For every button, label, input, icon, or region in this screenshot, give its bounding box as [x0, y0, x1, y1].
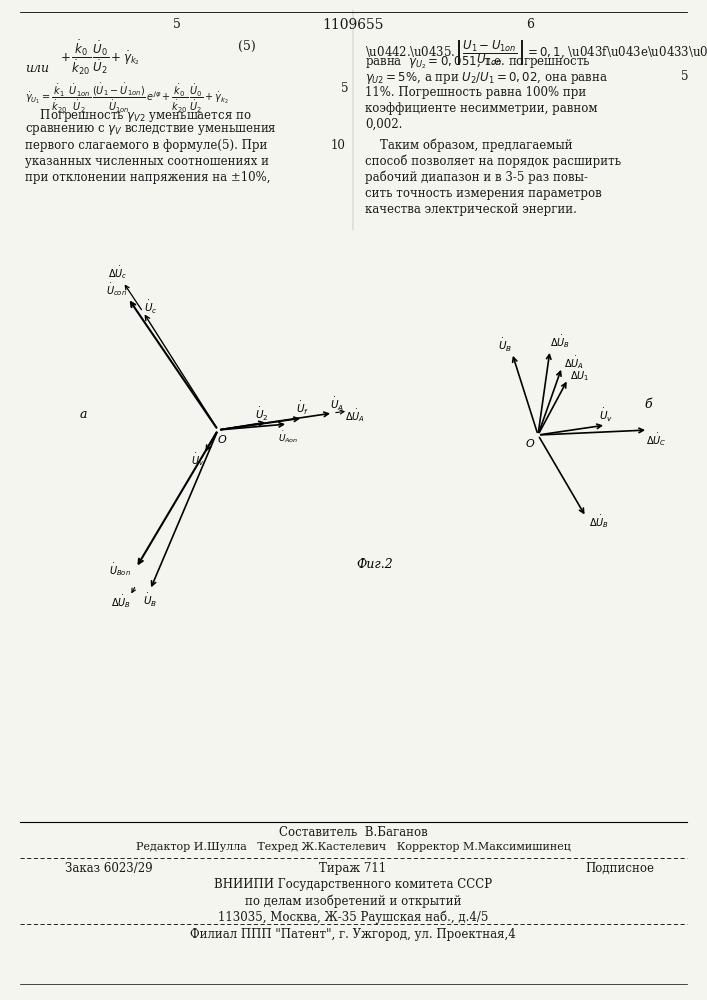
- Text: $\dot{U}_{Bon}$: $\dot{U}_{Bon}$: [109, 562, 131, 578]
- Text: Составитель  В.Баганов: Составитель В.Баганов: [279, 826, 427, 839]
- Text: Подписное: Подписное: [585, 862, 655, 875]
- Text: Таким образом, предлагаемый: Таким образом, предлагаемый: [365, 139, 573, 152]
- Text: качества электрической энергии.: качества электрической энергии.: [365, 203, 577, 216]
- Text: по делам изобретений и открытий: по делам изобретений и открытий: [245, 894, 461, 908]
- Text: б: б: [644, 398, 652, 412]
- Text: $O$: $O$: [217, 433, 227, 445]
- Text: сить точность измерения параметров: сить точность измерения параметров: [365, 187, 602, 200]
- Text: $\dot{U}_2$: $\dot{U}_2$: [255, 405, 269, 423]
- Text: $+\,\dfrac{\dot{k}_0}{\dot{k}_{20}}\,\dfrac{\dot{U}_0}{\dot{U}_2}+\dot{\gamma}_{: $+\,\dfrac{\dot{k}_0}{\dot{k}_{20}}\,\df…: [60, 38, 140, 77]
- Text: $\Delta\dot{U}_B$: $\Delta\dot{U}_B$: [550, 334, 570, 350]
- Text: коэффициенте несимметрии, равном: коэффициенте несимметрии, равном: [365, 102, 597, 115]
- Text: $\Delta\dot{U}_1$: $\Delta\dot{U}_1$: [571, 367, 590, 383]
- Text: 113035, Москва, Ж-35 Раушская наб., д.4/5: 113035, Москва, Ж-35 Раушская наб., д.4/…: [218, 910, 489, 924]
- Text: $\Delta\dot{U}_c$: $\Delta\dot{U}_c$: [108, 265, 128, 281]
- Text: 10: 10: [330, 139, 345, 152]
- Text: при отклонении напряжения на ±10%,: при отклонении напряжения на ±10%,: [25, 171, 271, 184]
- Text: 5: 5: [681, 70, 688, 83]
- Text: ВНИИПИ Государственного комитета СССР: ВНИИПИ Государственного комитета СССР: [214, 878, 492, 891]
- Text: указанных численных соотношениях и: указанных численных соотношениях и: [25, 155, 269, 168]
- Text: 5: 5: [173, 18, 181, 31]
- Text: или: или: [25, 62, 49, 75]
- Text: $\dot{U}_{Aon}$: $\dot{U}_{Aon}$: [278, 429, 298, 445]
- Text: $\dot{U}_c$: $\dot{U}_c$: [144, 298, 158, 316]
- Text: $\dot{U}_v$: $\dot{U}_v$: [599, 406, 613, 424]
- Text: 5: 5: [341, 82, 348, 95]
- Text: $\Delta\dot{U}_A$: $\Delta\dot{U}_A$: [345, 408, 365, 424]
- Text: $\Delta\dot{U}_B$: $\Delta\dot{U}_B$: [589, 514, 609, 530]
- Text: $\Delta\dot{U}_A$: $\Delta\dot{U}_A$: [564, 355, 584, 371]
- Text: \u0442.\u0435.$\left|\dfrac{U_1-U_{1on}}{U_{1on}}\right|=0,1$, \u043f\u043e\u043: \u0442.\u0435.$\left|\dfrac{U_1-U_{1on}}…: [365, 38, 707, 68]
- Text: $\dot{U}_f$: $\dot{U}_f$: [296, 399, 310, 417]
- Text: $\dot{U}_B$: $\dot{U}_B$: [498, 336, 512, 354]
- Text: 0,002.: 0,002.: [365, 118, 402, 131]
- Text: $\dot{\gamma}_{U_1} = \dfrac{\dot{k}_1}{\dot{k}_{20}}\,\dfrac{\dot{U}_{1on}}{\do: $\dot{\gamma}_{U_1} = \dfrac{\dot{k}_1}{…: [25, 82, 229, 115]
- Text: первого слагаемого в формуле(5). При: первого слагаемого в формуле(5). При: [25, 139, 267, 152]
- Text: Заказ 6023/29: Заказ 6023/29: [65, 862, 153, 875]
- Text: равна  $\gamma_{U_2}=0,051$, т.е. погрешность: равна $\gamma_{U_2}=0,051$, т.е. погрешн…: [365, 54, 590, 71]
- Text: $\dot{U}_{con}$: $\dot{U}_{con}$: [105, 282, 127, 298]
- Text: $\Delta\dot{U}_B$: $\Delta\dot{U}_B$: [111, 594, 131, 610]
- Text: Тираж 711: Тираж 711: [320, 862, 387, 875]
- Text: рабочий диапазон и в 3-5 раз повы-: рабочий диапазон и в 3-5 раз повы-: [365, 171, 588, 184]
- Text: $\dot{U}_B$: $\dot{U}_B$: [143, 591, 157, 609]
- Text: Погрешность $\gamma_{V2}$ уменьшается по: Погрешность $\gamma_{V2}$ уменьшается по: [25, 107, 252, 124]
- Text: $\dot{U}_A$: $\dot{U}_A$: [330, 395, 344, 413]
- Text: $\Delta\dot{U}_C$: $\Delta\dot{U}_C$: [645, 432, 666, 448]
- Text: Филиал ППП "Патент", г. Ужгород, ул. Проектная,4: Филиал ППП "Патент", г. Ужгород, ул. Про…: [190, 928, 516, 941]
- Text: способ позволяет на порядок расширить: способ позволяет на порядок расширить: [365, 155, 621, 168]
- Text: (5): (5): [238, 40, 256, 53]
- Text: 11%. Погрешность равна 100% при: 11%. Погрешность равна 100% при: [365, 86, 586, 99]
- Text: 1109655: 1109655: [322, 18, 384, 32]
- Text: $O$: $O$: [525, 437, 535, 449]
- Text: 6: 6: [526, 18, 534, 31]
- Text: $\dot{U}_v$: $\dot{U}_v$: [192, 452, 204, 468]
- Text: $\gamma_{U2}=5\%$, а при $U_2/U_1=0,02$, она равна: $\gamma_{U2}=5\%$, а при $U_2/U_1=0,02$,…: [365, 70, 608, 86]
- Text: сравнению с $\gamma_V$ вследствие уменьшения: сравнению с $\gamma_V$ вследствие уменьш…: [25, 123, 276, 137]
- Text: Фиг.2: Фиг.2: [356, 558, 393, 572]
- Text: Редактор И.Шулла   Техред Ж.Кастелевич   Корректор М.Максимишинец: Редактор И.Шулла Техред Ж.Кастелевич Кор…: [136, 842, 571, 852]
- Text: a: a: [79, 408, 87, 422]
